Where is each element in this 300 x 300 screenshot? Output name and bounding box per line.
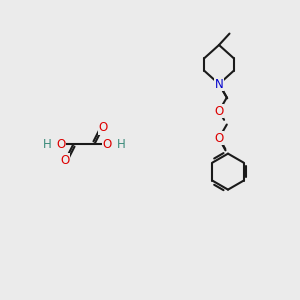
Text: O: O: [214, 131, 224, 145]
Text: O: O: [103, 137, 112, 151]
Text: N: N: [214, 77, 224, 91]
Text: O: O: [214, 104, 224, 118]
Text: H: H: [117, 137, 126, 151]
Text: O: O: [98, 121, 107, 134]
Text: H: H: [43, 137, 52, 151]
Text: O: O: [56, 137, 65, 151]
Text: O: O: [61, 154, 70, 167]
